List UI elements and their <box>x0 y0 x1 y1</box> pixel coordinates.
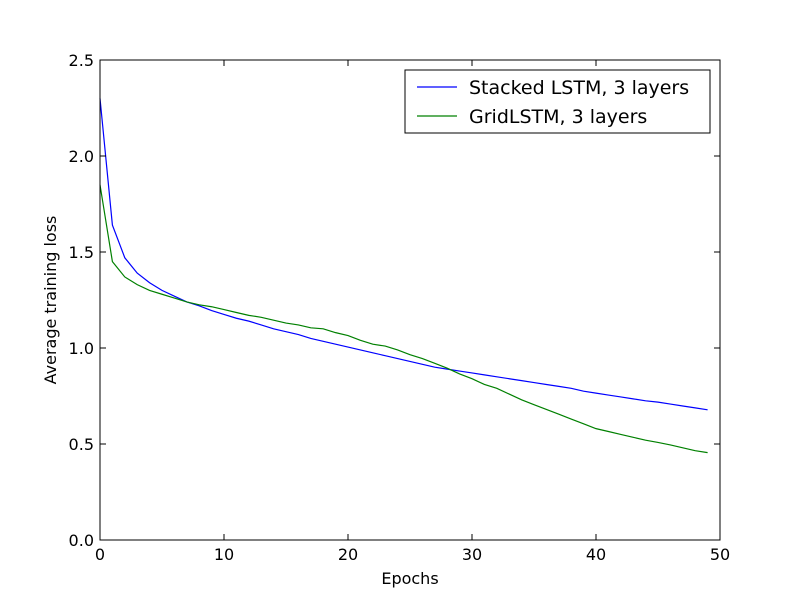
legend: Stacked LSTM, 3 layers GridLSTM, 3 layers <box>404 69 711 134</box>
y-tick-label: 0.0 <box>69 531 94 550</box>
y-axis-label: Average training loss <box>41 216 60 385</box>
series-line-2 <box>99 184 708 454</box>
y-tick-label: 0.5 <box>69 435 94 454</box>
axes-frame <box>99 59 721 541</box>
x-tick-label: 40 <box>586 545 606 564</box>
x-tick-label: 0 <box>95 545 105 564</box>
x-tick-label: 50 <box>710 545 730 564</box>
x-tick-label: 30 <box>462 545 482 564</box>
series-line-1 <box>99 98 708 411</box>
y-tick-label: 1.5 <box>69 243 94 262</box>
x-tick-label: 20 <box>338 545 358 564</box>
axes-border <box>99 59 721 541</box>
legend-label-2: GridLSTM, 3 layers <box>469 106 647 128</box>
plot-area <box>99 98 708 454</box>
x-tick-label: 10 <box>214 545 234 564</box>
legend-label-1: Stacked LSTM, 3 layers <box>469 77 689 99</box>
y-tick-label: 2.0 <box>69 147 94 166</box>
axis-ticks: 0 10 20 30 40 50 0.0 0.5 1.0 1.5 2.0 2.5 <box>69 51 731 564</box>
legend-box <box>404 69 711 134</box>
y-tick-label: 1.0 <box>69 339 94 358</box>
y-tick-label: 2.5 <box>69 51 94 70</box>
x-axis-label: Epochs <box>381 569 438 588</box>
